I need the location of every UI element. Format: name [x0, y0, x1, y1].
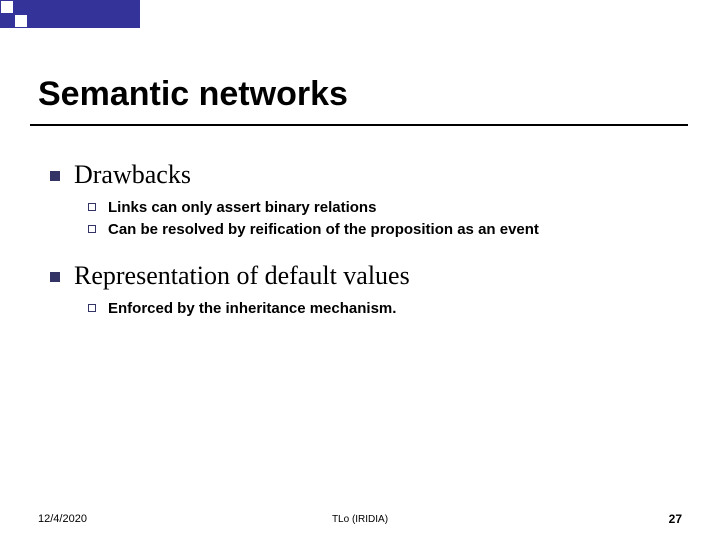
section-items: Links can only assert binary relations C… [88, 198, 680, 239]
footer-page: 27 [669, 512, 682, 526]
section-heading-text: Representation of default values [74, 261, 410, 291]
section-heading: Drawbacks [50, 160, 680, 190]
slide-content: Drawbacks Links can only assert binary r… [50, 160, 680, 341]
list-item: Enforced by the inheritance mechanism. [88, 299, 680, 319]
list-item: Can be resolved by reification of the pr… [88, 220, 680, 240]
slide-title: Semantic networks [38, 75, 348, 114]
section-items: Enforced by the inheritance mechanism. [88, 299, 680, 319]
section-heading: Representation of default values [50, 261, 680, 291]
bullet-hollow-icon [88, 304, 96, 312]
corner-bar-top [14, 0, 140, 14]
corner-square-br [14, 14, 28, 28]
list-item-text: Links can only assert binary relations [108, 198, 376, 218]
corner-square-tl [0, 0, 14, 14]
footer-date: 12/4/2020 [38, 513, 87, 525]
bullet-hollow-icon [88, 203, 96, 211]
section-heading-text: Drawbacks [74, 160, 191, 190]
corner-decoration [0, 0, 140, 42]
slide-footer: 12/4/2020 TLo (IRIDIA) 27 [0, 512, 720, 526]
corner-bar-bottom [28, 14, 140, 28]
footer-center: TLo (IRIDIA) [332, 514, 388, 525]
bullet-solid-icon [50, 272, 60, 282]
list-item: Links can only assert binary relations [88, 198, 680, 218]
bullet-solid-icon [50, 171, 60, 181]
list-item-text: Can be resolved by reification of the pr… [108, 220, 539, 240]
corner-square-bl [0, 14, 14, 28]
bullet-hollow-icon [88, 225, 96, 233]
list-item-text: Enforced by the inheritance mechanism. [108, 299, 396, 319]
title-underline [30, 124, 688, 126]
